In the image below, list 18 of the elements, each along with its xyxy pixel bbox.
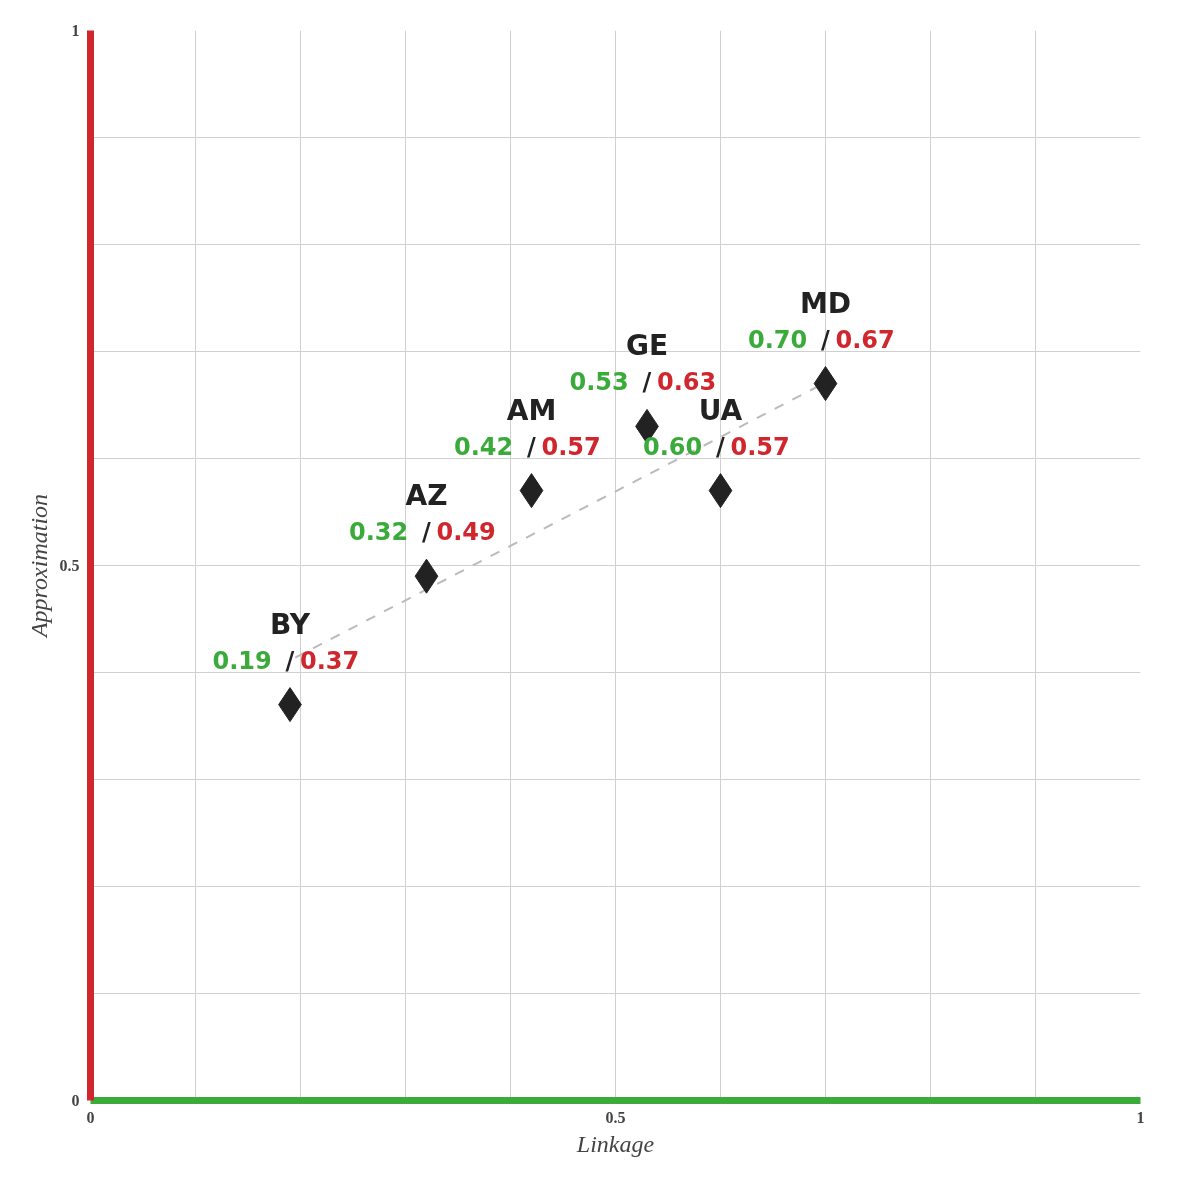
annotation: GE [625,329,669,363]
y-tick-label: 0.5 [59,557,80,574]
data-label: 0.60 / 0.57 [642,432,790,461]
x-tick-label: 0.5 [605,1108,626,1126]
annotation: AM [506,393,557,427]
y-axis-title: Approximation [25,493,52,640]
x-tick-label: 1 [1136,1108,1145,1126]
data-label: 0.19 / 0.37 [212,646,360,675]
data-label: 0.70 / 0.67 [747,325,895,354]
annotation: MD [799,286,852,320]
y-tick-label: 0 [71,1092,80,1109]
data-label: 0.42 / 0.57 [453,432,601,461]
annotation: BY [269,607,311,641]
x-axis-title: Linkage [575,1130,655,1157]
y-tick-label: 1 [71,22,80,39]
x-tick-label: 0 [86,1108,95,1126]
data-label: 0.32 / 0.49 [348,518,496,547]
annotation: AZ [405,479,448,513]
